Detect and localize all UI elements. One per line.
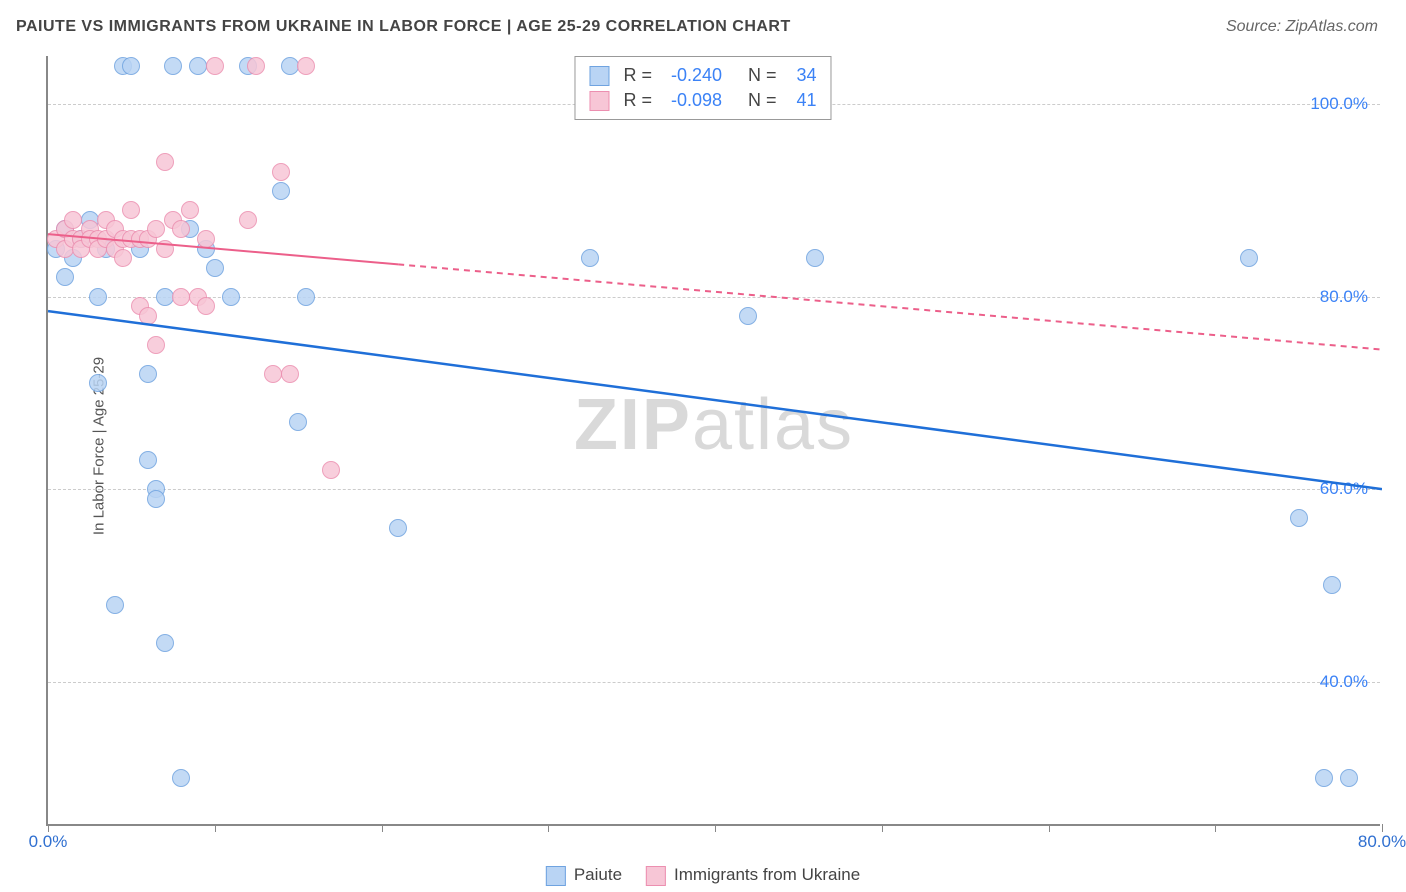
correlation-chart: PAIUTE VS IMMIGRANTS FROM UKRAINE IN LAB… xyxy=(0,0,1406,892)
stat-n-label: N = xyxy=(748,65,777,86)
data-point xyxy=(1340,769,1358,787)
data-point xyxy=(806,249,824,267)
data-point xyxy=(264,365,282,383)
stat-r-value: -0.240 xyxy=(658,65,722,86)
x-tick-mark xyxy=(1382,824,1383,832)
x-tick-mark xyxy=(48,824,49,832)
correlation-stats-box: R = -0.240 N = 34 R = -0.098 N = 41 xyxy=(574,56,831,120)
x-tick-mark xyxy=(715,824,716,832)
data-point xyxy=(222,288,240,306)
data-point xyxy=(147,336,165,354)
x-tick-mark xyxy=(382,824,383,832)
data-point xyxy=(239,211,257,229)
data-point xyxy=(197,230,215,248)
data-point xyxy=(89,374,107,392)
stat-n-label: N = xyxy=(748,90,777,111)
y-tick-label: 60.0% xyxy=(1320,479,1368,499)
data-point xyxy=(114,249,132,267)
legend-label: Paiute xyxy=(574,865,622,884)
data-point xyxy=(172,769,190,787)
data-point xyxy=(172,220,190,238)
stats-row: R = -0.240 N = 34 xyxy=(589,63,816,88)
data-point xyxy=(389,519,407,537)
data-point xyxy=(1290,509,1308,527)
data-point xyxy=(297,57,315,75)
data-point xyxy=(1323,576,1341,594)
legend-swatch xyxy=(589,91,609,111)
data-point xyxy=(1315,769,1333,787)
x-tick-mark xyxy=(1049,824,1050,832)
data-point xyxy=(139,451,157,469)
y-tick-label: 100.0% xyxy=(1310,94,1368,114)
data-point xyxy=(272,163,290,181)
stat-r-label: R = xyxy=(623,90,652,111)
data-point xyxy=(272,182,290,200)
source-attribution: Source: ZipAtlas.com xyxy=(1226,18,1378,36)
y-tick-label: 80.0% xyxy=(1320,287,1368,307)
data-point xyxy=(164,57,182,75)
x-tick-label: 80.0% xyxy=(1358,832,1406,852)
data-point xyxy=(156,153,174,171)
gridline xyxy=(48,489,1380,490)
x-tick-mark xyxy=(1215,824,1216,832)
data-point xyxy=(156,240,174,258)
data-point xyxy=(206,259,224,277)
data-point xyxy=(322,461,340,479)
data-point xyxy=(56,268,74,286)
legend: Paiute Immigrants from Ukraine xyxy=(546,865,860,886)
data-point xyxy=(147,220,165,238)
data-point xyxy=(281,365,299,383)
data-point xyxy=(197,297,215,315)
legend-swatch xyxy=(546,866,566,886)
plot-area: ZIPatlas 40.0%60.0%80.0%100.0%0.0%80.0% xyxy=(46,56,1380,826)
data-point xyxy=(189,57,207,75)
legend-swatch xyxy=(646,866,666,886)
data-point xyxy=(247,57,265,75)
data-point xyxy=(172,288,190,306)
data-point xyxy=(739,307,757,325)
data-point xyxy=(139,307,157,325)
data-point xyxy=(122,57,140,75)
x-tick-label: 0.0% xyxy=(29,832,68,852)
chart-title: PAIUTE VS IMMIGRANTS FROM UKRAINE IN LAB… xyxy=(16,18,791,36)
data-point xyxy=(281,57,299,75)
stat-n-value: 34 xyxy=(783,65,817,86)
data-point xyxy=(122,201,140,219)
data-point xyxy=(106,596,124,614)
legend-item: Immigrants from Ukraine xyxy=(646,865,860,886)
gridline xyxy=(48,297,1380,298)
stats-row: R = -0.098 N = 41 xyxy=(589,88,816,113)
data-point xyxy=(181,201,199,219)
stat-n-value: 41 xyxy=(783,90,817,111)
legend-swatch xyxy=(589,66,609,86)
data-point xyxy=(1240,249,1258,267)
data-point xyxy=(297,288,315,306)
gridline xyxy=(48,682,1380,683)
stat-r-value: -0.098 xyxy=(658,90,722,111)
data-point xyxy=(64,211,82,229)
data-point xyxy=(139,365,157,383)
x-tick-mark xyxy=(215,824,216,832)
data-point xyxy=(206,57,224,75)
x-tick-mark xyxy=(548,824,549,832)
data-point xyxy=(289,413,307,431)
x-tick-mark xyxy=(882,824,883,832)
data-point xyxy=(581,249,599,267)
legend-item: Paiute xyxy=(546,865,622,886)
data-point xyxy=(147,490,165,508)
y-tick-label: 40.0% xyxy=(1320,672,1368,692)
data-point xyxy=(89,288,107,306)
data-point xyxy=(156,288,174,306)
legend-label: Immigrants from Ukraine xyxy=(674,865,860,884)
stat-r-label: R = xyxy=(623,65,652,86)
data-point xyxy=(156,634,174,652)
